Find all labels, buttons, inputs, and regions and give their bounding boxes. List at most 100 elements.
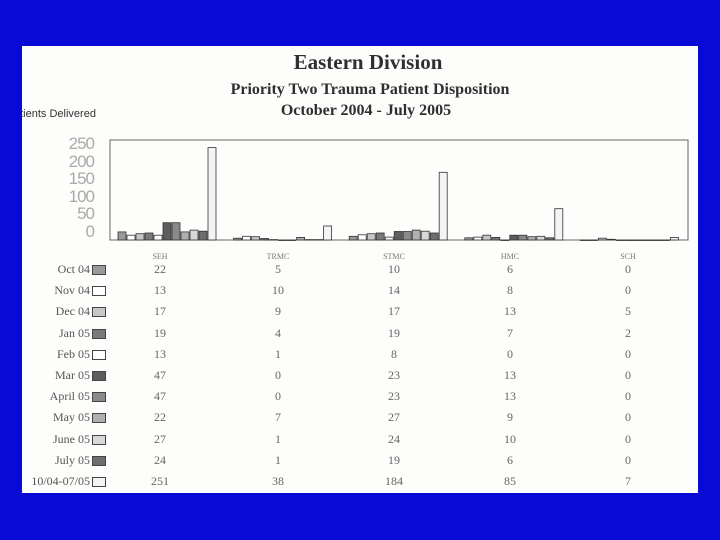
bar: [144, 232, 154, 241]
legend-swatch: [92, 455, 106, 466]
bar: [402, 231, 412, 241]
chart-subtitle: Priority Two Trauma Patient Disposition: [230, 81, 510, 98]
bar: [545, 237, 555, 241]
legend-swatch: [92, 349, 106, 360]
bar: [260, 238, 270, 241]
bar: [536, 235, 546, 241]
bar: [348, 235, 358, 241]
y-tick-label: 0: [85, 221, 95, 241]
bar: [180, 231, 190, 241]
data-label: 0: [625, 431, 631, 446]
bar: [643, 239, 652, 241]
data-label: 13: [504, 389, 516, 404]
series-label: Nov 04: [54, 283, 90, 298]
data-label: 0: [625, 262, 631, 276]
data-label: 10: [504, 431, 516, 446]
data-label: 9: [507, 410, 513, 425]
bar: [500, 239, 510, 241]
legend-swatch: [92, 392, 106, 403]
bar: [464, 237, 474, 241]
data-label: 2: [625, 325, 631, 340]
data-label: 38: [272, 474, 284, 488]
bar: [162, 222, 172, 241]
data-label: 47: [154, 389, 166, 404]
bar: [305, 239, 315, 241]
data-label: 22: [154, 262, 166, 276]
data-label: 19: [154, 325, 166, 340]
bar: [153, 234, 163, 241]
data-label: 8: [391, 346, 397, 361]
bar: [269, 239, 279, 241]
data-label: 85: [504, 474, 516, 488]
bar: [384, 236, 394, 241]
bar: [652, 239, 661, 241]
data-label: 23: [388, 389, 400, 404]
data-label: 5: [275, 262, 281, 276]
bar: [625, 239, 634, 241]
series-label: July 05: [54, 452, 90, 467]
legend-swatch: [92, 477, 106, 487]
data-label: 19: [388, 325, 400, 340]
bar: [296, 236, 306, 241]
bar: [661, 239, 670, 241]
bar: [634, 239, 643, 241]
bar: [607, 238, 616, 241]
y-tick-label: 150: [68, 169, 95, 188]
bar: [287, 239, 297, 241]
bar: [393, 231, 403, 241]
legend-swatch: [92, 328, 106, 339]
data-label: 13: [504, 368, 516, 382]
data-label: 0: [625, 389, 631, 404]
legend-swatch: [92, 371, 106, 381]
plot-frame: [109, 139, 689, 241]
data-label: 1: [275, 431, 281, 446]
bar: [491, 236, 501, 241]
data-label: 0: [625, 410, 631, 425]
data-label: 13: [154, 346, 166, 361]
bar: [357, 234, 367, 241]
y-tick-label: 250: [68, 134, 95, 153]
series-label: Oct 04: [57, 262, 90, 276]
bar: [670, 236, 679, 241]
chart-title: Eastern Division: [293, 50, 443, 74]
category-label: HMC: [500, 252, 520, 261]
data-label: 0: [625, 283, 631, 298]
data-label: 0: [625, 452, 631, 467]
series-label: Jan 05: [59, 325, 90, 340]
y-tick-label: 50: [77, 204, 95, 223]
data-label: 17: [388, 304, 400, 319]
data-label: 24: [154, 452, 166, 467]
data-label: 27: [388, 410, 400, 425]
data-label: 23: [388, 368, 400, 382]
bar: [411, 229, 421, 241]
category-label: SEH: [152, 252, 168, 261]
bar: [518, 234, 528, 241]
data-label: 8: [507, 283, 513, 298]
data-label: 47: [154, 368, 166, 382]
legend-swatch: [92, 307, 106, 318]
bar: [527, 236, 537, 241]
data-label: 9: [275, 304, 281, 319]
series-label: Mar 05: [55, 368, 90, 382]
data-label: 6: [507, 262, 513, 276]
data-label: 7: [625, 474, 631, 488]
data-label: 0: [625, 368, 631, 382]
bar: [117, 231, 127, 241]
data-label: 251: [151, 474, 169, 488]
bar: [554, 208, 564, 241]
data-label: 0: [275, 389, 281, 404]
bar: [420, 230, 430, 241]
data-label: 5: [625, 304, 631, 319]
data-label: 24: [388, 431, 400, 446]
bar: [482, 234, 492, 241]
category-label: STMC: [383, 252, 405, 261]
bar: [473, 236, 483, 241]
bar: [580, 239, 589, 241]
bar: [509, 234, 519, 241]
legend-swatch: [92, 434, 106, 445]
data-label: 7: [507, 325, 513, 340]
data-label: 27: [154, 431, 166, 446]
data-label: 1: [275, 346, 281, 361]
legend-swatch: [92, 265, 106, 275]
bar: [189, 229, 199, 241]
